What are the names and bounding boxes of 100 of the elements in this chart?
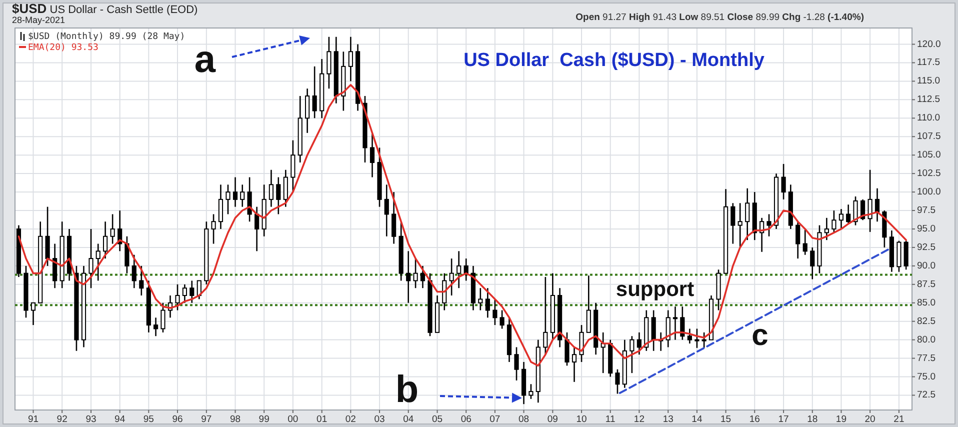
candlestick xyxy=(694,328,700,349)
x-tick-label: 15 xyxy=(720,414,732,425)
y-tick-label: 110.0 xyxy=(917,112,940,124)
legend-label: EMA(20) 93.53 xyxy=(28,43,98,53)
candlestick xyxy=(182,284,187,304)
candlestick xyxy=(838,208,844,230)
candlestick xyxy=(630,335,634,374)
candlestick xyxy=(384,184,389,238)
candlestick xyxy=(370,132,375,178)
text: 28-May-2021 xyxy=(12,15,66,25)
candlestick xyxy=(420,265,426,289)
candlestick xyxy=(478,287,483,311)
y-tick-label: 85.0 xyxy=(917,297,936,308)
x-tick-label: 14 xyxy=(692,414,702,425)
candlestick xyxy=(232,176,238,208)
x-tick-label: 04 xyxy=(403,414,414,425)
candlestick xyxy=(687,328,692,344)
candlestick xyxy=(745,188,750,241)
x-tick-label: 95 xyxy=(143,414,154,425)
x-tick-label: 00 xyxy=(288,414,298,425)
legend-label: $USD (Monthly) 89.99 (28 May) xyxy=(28,32,186,42)
x-tick-label: 94 xyxy=(114,414,126,425)
candlestick xyxy=(218,184,224,230)
candlestick xyxy=(254,206,260,252)
text: US Dollar Cash ($USD) - Monthly xyxy=(464,50,765,71)
candlestick xyxy=(240,184,245,208)
x-tick-label: 17 xyxy=(778,414,789,425)
y-tick-label: 97.5 xyxy=(917,205,936,216)
candlestick xyxy=(283,169,288,208)
candlestick xyxy=(766,214,772,238)
candlestick xyxy=(846,204,851,224)
x-tick-label: 18 xyxy=(807,414,818,425)
candlestick xyxy=(196,280,202,300)
candlestick xyxy=(810,246,815,280)
candlestick xyxy=(406,250,411,304)
y-tick-label: 77.5 xyxy=(917,352,936,364)
candlestick xyxy=(211,214,216,244)
candlestick xyxy=(132,254,136,289)
annotation: b xyxy=(395,369,419,411)
x-tick-label: 08 xyxy=(518,414,530,425)
y-tick-label: 75.0 xyxy=(917,371,936,382)
y-tick-label: 120.0 xyxy=(917,38,941,50)
candlestick xyxy=(110,214,115,244)
candlestick xyxy=(392,191,396,244)
candlestick xyxy=(348,36,353,82)
y-tick-label: 107.5 xyxy=(917,131,941,142)
candlestick xyxy=(52,243,58,289)
candlestick xyxy=(492,298,498,326)
candlestick xyxy=(226,184,230,215)
x-tick-label: 21 xyxy=(894,414,904,425)
annotation: a xyxy=(194,39,216,81)
chart-subtitle: $USD US Dollar - Cash Settle (EOD) xyxy=(12,1,198,16)
candlestick xyxy=(666,310,670,348)
candlestick xyxy=(636,332,642,356)
x-tick-label: 19 xyxy=(836,414,846,425)
y-tick-label: 115.0 xyxy=(917,76,940,87)
candlestick xyxy=(175,284,180,311)
x-tick-label: 99 xyxy=(258,414,270,425)
x-tick-label: 13 xyxy=(662,414,674,425)
candlestick xyxy=(672,306,678,340)
x-tick-label: 03 xyxy=(374,414,385,425)
x-tick-label: 98 xyxy=(230,414,241,425)
candlestick xyxy=(796,220,800,260)
candlestick xyxy=(449,258,454,296)
candlestick xyxy=(781,163,786,200)
candlestick xyxy=(30,302,36,326)
candlestick xyxy=(586,274,591,334)
candlestick xyxy=(702,332,706,349)
x-tick-label: 11 xyxy=(605,414,616,425)
candlestick xyxy=(268,169,274,208)
candlestick xyxy=(680,306,685,340)
candlestick xyxy=(190,280,194,304)
candlestick xyxy=(326,36,332,90)
candlestick xyxy=(312,66,317,119)
candlestick xyxy=(103,220,108,260)
x-tick-label: 91 xyxy=(28,414,39,425)
x-tick-label: 09 xyxy=(547,414,558,425)
candlestick xyxy=(738,202,742,248)
x-tick-label: 02 xyxy=(345,414,356,425)
x-tick-label: 05 xyxy=(432,414,443,425)
x-tick-label: 01 xyxy=(316,414,328,425)
x-tick-label: 10 xyxy=(576,414,587,425)
annotation: support xyxy=(616,278,694,301)
candlestick xyxy=(45,206,50,267)
candlestick xyxy=(528,383,534,400)
line-series xyxy=(18,84,907,367)
candlestick xyxy=(160,302,166,334)
y-tick-label: 90.0 xyxy=(917,260,936,272)
candlestick xyxy=(868,169,872,233)
candlestick xyxy=(413,258,418,289)
candlestick xyxy=(153,316,158,337)
candlestick xyxy=(572,346,577,383)
candlestick xyxy=(874,188,880,222)
candlestick xyxy=(651,310,656,352)
candlestick xyxy=(564,332,570,366)
candlestick xyxy=(456,250,462,289)
candlestick xyxy=(615,368,620,394)
y-tick-label: 105.0 xyxy=(917,150,941,161)
y-tick-label: 102.5 xyxy=(917,168,941,180)
text: Open 91.27 High 91.43 Low 89.51 Close 89.99 Chg -1.28 (-1.40%) xyxy=(576,12,864,23)
